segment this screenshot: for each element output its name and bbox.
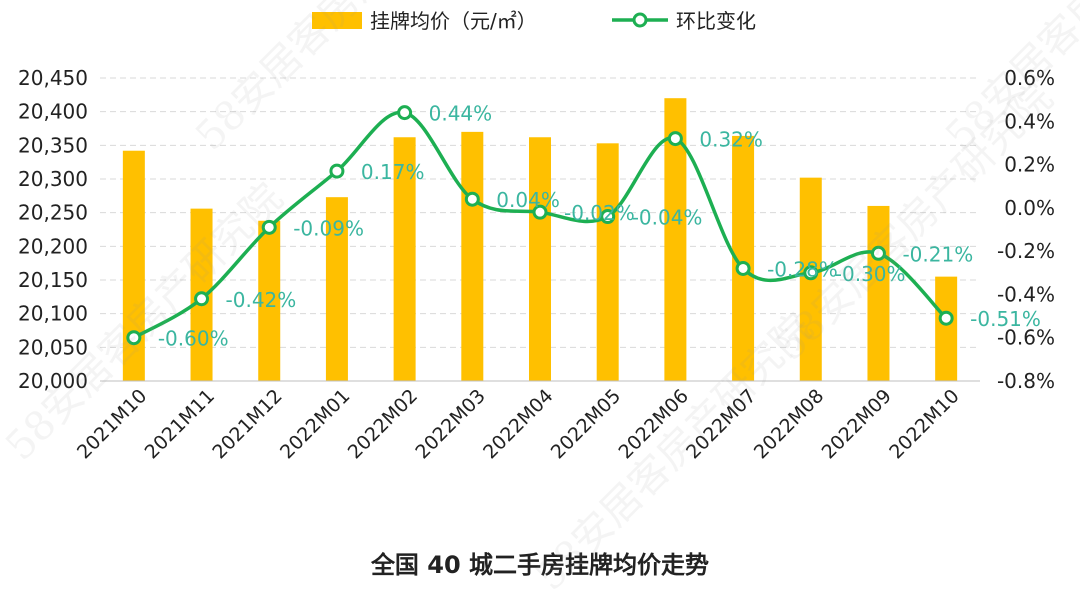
left-tick-label: 20,000 <box>18 369 88 393</box>
line-point-2022M05 <box>600 209 616 225</box>
right-tick-label: -0.6% <box>997 326 1055 350</box>
line-data-label: 0.44% <box>429 102 493 126</box>
line-data-label: -0.30% <box>835 262 906 286</box>
right-tick-label: 0.4% <box>1004 109 1055 133</box>
line-point-2022M03 <box>464 191 480 207</box>
bar-2022M07 <box>732 135 755 381</box>
left-tick-label: 20,150 <box>18 268 88 292</box>
x-tick-label: 2022M02 <box>344 385 422 463</box>
chart: 20,000 20,050 20,100 20,150 20,200 20,250 20,3… <box>18 9 1055 463</box>
x-tick-label: 2021M12 <box>208 385 286 463</box>
bar-2022M02 <box>393 137 416 381</box>
x-tick-label: 2021M10 <box>73 385 151 463</box>
right-tick-label: -0.2% <box>997 239 1055 263</box>
line-data-label: -0.60% <box>158 327 229 351</box>
x-tick-label: 2022M06 <box>614 385 692 463</box>
line-point-2021M12 <box>261 219 277 235</box>
bar-2021M12 <box>258 220 281 381</box>
line-data-label: 0.04% <box>496 188 560 212</box>
x-tick-label: 2022M04 <box>479 385 557 463</box>
bar-series <box>122 98 958 381</box>
x-axis-ticks: 2021M102021M112021M122022M012022M022022M… <box>73 385 964 463</box>
chart-title: 全国 40 城二手房挂牌均价走势 <box>370 551 710 579</box>
x-tick-label: 2022M09 <box>818 385 896 463</box>
right-tick-label: -0.4% <box>997 282 1055 306</box>
line-data-label: -0.42% <box>226 288 297 312</box>
left-tick-label: 20,200 <box>18 234 88 258</box>
left-tick-label: 20,350 <box>18 133 88 157</box>
bar-2021M10 <box>122 150 145 381</box>
line-point-2022M06 <box>667 131 683 147</box>
left-tick-label: 20,050 <box>18 335 88 359</box>
line-point-2022M07 <box>735 260 751 276</box>
legend-bar-swatch <box>312 12 362 29</box>
line-data-label: -0.02% <box>564 201 635 225</box>
bar-2022M06 <box>664 98 687 381</box>
line-data-labels: -0.60%-0.42%-0.09%0.17%0.44%0.04%-0.02%-… <box>158 102 1041 351</box>
line-point-2022M10 <box>938 310 954 326</box>
x-tick-label: 2022M07 <box>682 385 760 463</box>
line-data-label: -0.09% <box>293 216 364 240</box>
line-point-2022M01 <box>329 163 345 179</box>
right-tick-label: 0.2% <box>1004 153 1055 177</box>
line-data-label: 0.32% <box>699 128 763 152</box>
line-point-2021M10 <box>126 330 142 346</box>
left-tick-label: 20,250 <box>18 201 88 225</box>
legend-line-label: 环比变化 <box>676 9 756 33</box>
bar-2022M03 <box>461 131 484 381</box>
left-tick-label: 20,100 <box>18 302 88 326</box>
line-data-label: 0.17% <box>361 160 425 184</box>
legend-bar-label: 挂牌均价（元/㎡） <box>370 9 537 33</box>
x-tick-label: 2022M08 <box>750 385 828 463</box>
right-tick-label: 0.0% <box>1004 196 1055 220</box>
legend: 挂牌均价（元/㎡） 环比变化 <box>312 9 756 33</box>
line-data-label: -0.04% <box>632 206 703 230</box>
bar-2022M05 <box>596 143 619 381</box>
line-point-2022M09 <box>870 245 886 261</box>
line-point-2022M04 <box>532 204 548 220</box>
x-tick-label: 2022M03 <box>411 385 489 463</box>
line-point-2022M02 <box>397 105 413 121</box>
x-tick-label: 2022M05 <box>547 385 625 463</box>
line-data-label: -0.28% <box>767 257 838 281</box>
bar-2022M01 <box>325 197 348 381</box>
bar-2022M10 <box>935 276 958 381</box>
left-tick-label: 20,300 <box>18 167 88 191</box>
bar-2022M09 <box>867 205 890 381</box>
right-tick-label: -0.8% <box>997 369 1055 393</box>
x-tick-label: 2022M10 <box>885 385 963 463</box>
left-axis-ticks: 20,000 20,050 20,100 20,150 20,200 20,250 20,3… <box>18 66 88 393</box>
x-tick-label: 2022M01 <box>276 385 354 463</box>
right-tick-label: 0.6% <box>1004 66 1055 90</box>
line-point-2021M11 <box>194 291 210 307</box>
line-series <box>126 105 954 346</box>
bar-2022M04 <box>529 137 551 381</box>
legend-line-marker <box>632 12 648 28</box>
right-axis-ticks: -0.8% -0.6% -0.4% -0.2% 0.0% 0.2% 0.4% 0.6% <box>997 66 1055 393</box>
line-point-2022M08 <box>803 265 819 281</box>
left-tick-label: 20,450 <box>18 66 88 90</box>
line-data-label: -0.21% <box>902 242 973 266</box>
line-data-label: -0.51% <box>970 307 1041 331</box>
left-tick-label: 20,400 <box>18 100 88 124</box>
x-tick-label: 2021M11 <box>141 385 219 463</box>
